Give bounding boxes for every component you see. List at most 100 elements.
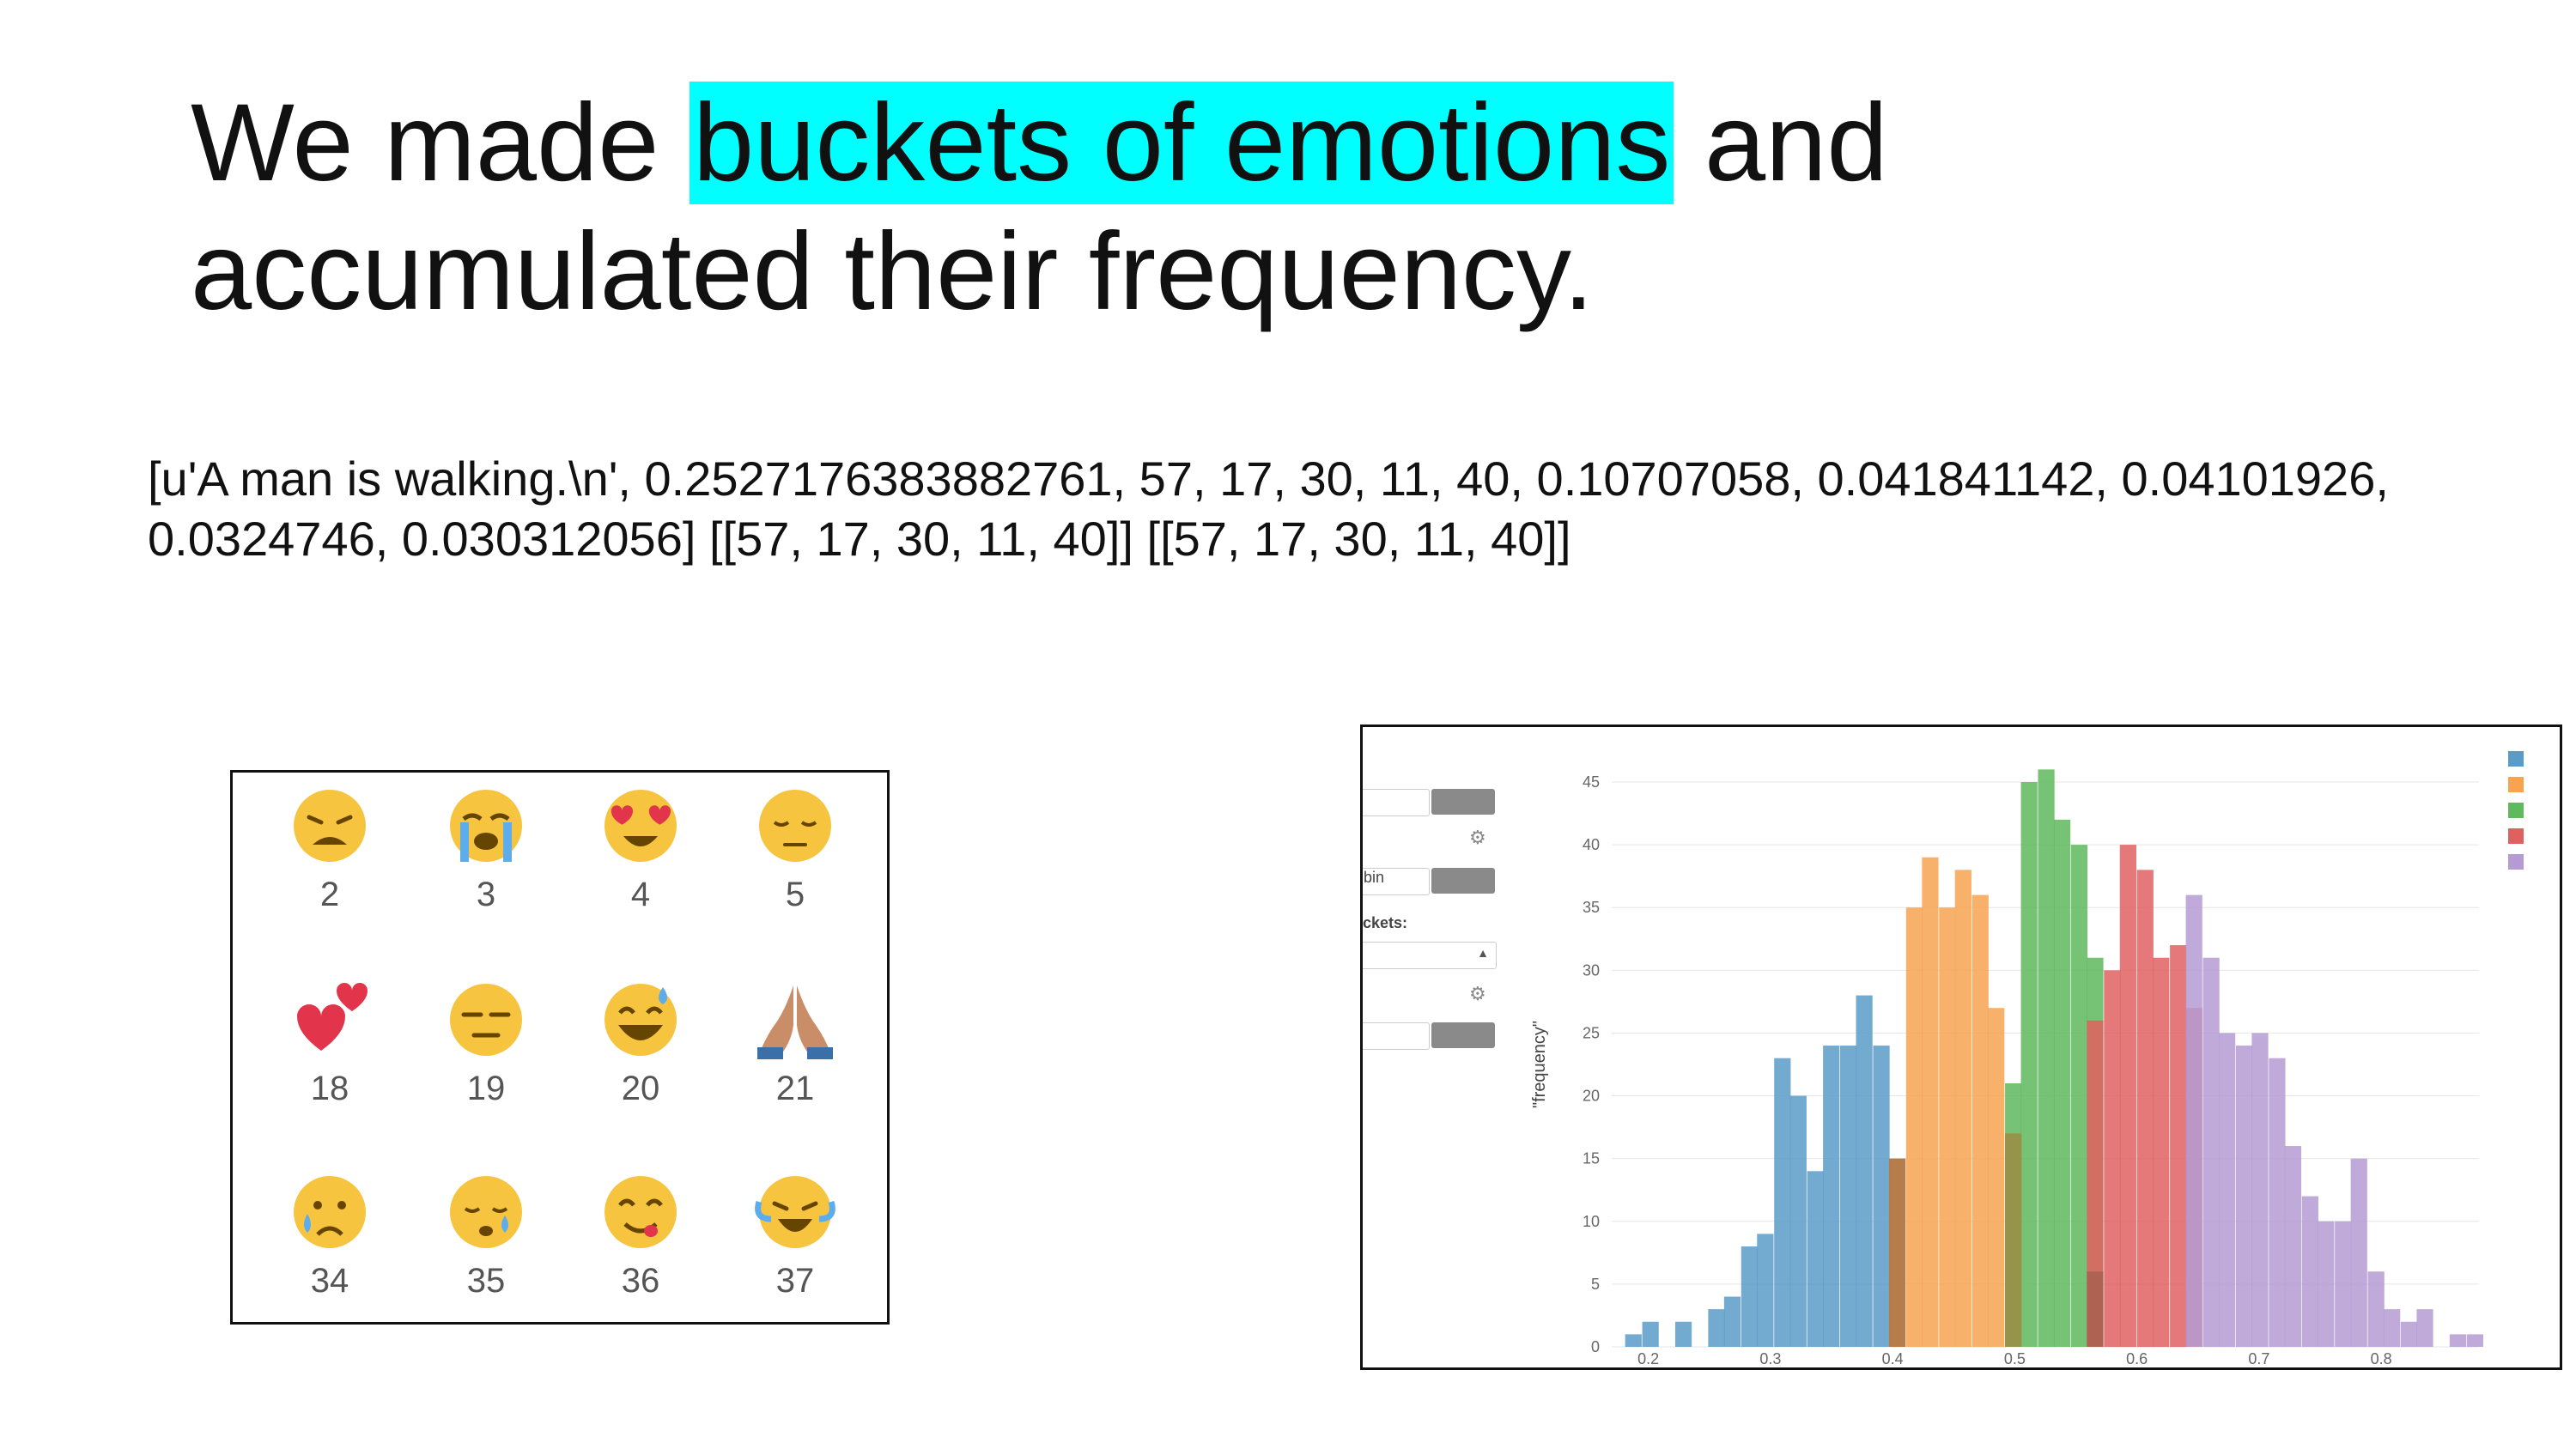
emoji-bucket-number: 5 <box>785 876 805 913</box>
emoji-bucket-18: 18 <box>274 979 386 1150</box>
emoji-bucket-number: 19 <box>466 1070 506 1107</box>
emoji-bucket-4: 4 <box>585 785 696 956</box>
histogram-bar <box>1873 1046 1890 1347</box>
histogram-chart: 0 5 10 15 20 25 30 35 40 45 0.2 0.3 0.4 0.5 0.6 0.7 0.8 "… <box>1530 751 2524 1367</box>
yum-face-icon <box>605 1176 677 1248</box>
grinning-sweat-face-icon <box>605 984 677 1056</box>
overlap-bar <box>2087 1271 2104 1347</box>
pensive-face-icon <box>759 790 831 862</box>
y-tick-label: 15 <box>1583 1150 1600 1167</box>
y-tick-label: 0 <box>1591 1338 1600 1355</box>
emoji-bucket-grid: 2 3 4 5 18 19 20 21 34 35 36 37 <box>230 770 890 1325</box>
y-axis-label: "frequency" <box>1530 1021 1549 1108</box>
x-tick-label: 0.6 <box>2126 1350 2148 1367</box>
chevron-up-icon: ▲ <box>1477 946 1489 960</box>
second-button[interactable] <box>1431 1022 1495 1048</box>
legend-swatch <box>2508 854 2524 870</box>
histogram-bar <box>2119 845 2136 1347</box>
emoji-bucket-number: 4 <box>630 876 651 913</box>
title-suffix: and <box>1674 82 1888 204</box>
emoji-bucket-number: 20 <box>621 1070 660 1107</box>
histogram-bar <box>2153 957 2170 1347</box>
legend-swatch <box>2508 751 2524 767</box>
emoji-bucket-34: 34 <box>274 1171 386 1343</box>
x-tick-label: 0.3 <box>1759 1350 1781 1367</box>
tears-of-joy-face-icon <box>755 1176 835 1248</box>
emoji-bucket-number: 35 <box>466 1262 506 1300</box>
emoji-bucket-2: 2 <box>274 785 386 956</box>
histogram-bar <box>2251 1033 2269 1347</box>
bins-button[interactable] <box>1431 789 1495 815</box>
bin-button[interactable] <box>1431 868 1495 894</box>
gear-icon-2[interactable]: ⚙ <box>1469 983 1486 1004</box>
legend-swatch <box>2508 777 2524 792</box>
histogram-bar <box>2087 1020 2104 1347</box>
y-tick-label: 35 <box>1583 899 1600 916</box>
histogram-bar <box>1741 1246 1758 1347</box>
title-prefix: We made <box>191 82 690 204</box>
x-tick-label: 0.4 <box>1882 1350 1904 1367</box>
histogram-bar <box>2416 1309 2433 1347</box>
emoji-bucket-number: 34 <box>310 1262 349 1300</box>
emoji-bucket-21: 21 <box>739 979 851 1150</box>
emoji-bucket-37: 37 <box>739 1171 851 1343</box>
histogram-bar <box>2053 819 2071 1347</box>
second-input[interactable] <box>1363 1022 1430 1050</box>
emoji-bucket-19: 19 <box>430 979 542 1150</box>
histogram-bar <box>2219 1033 2236 1347</box>
title-highlight: buckets of emotions <box>690 82 1674 204</box>
emoji-bucket-number: 21 <box>775 1070 815 1107</box>
emoji-bucket-number: 3 <box>476 876 496 913</box>
histogram-bar <box>2020 782 2038 1347</box>
y-tick-label: 45 <box>1583 773 1600 791</box>
loudly-crying-face-icon <box>450 790 522 862</box>
buckets-select[interactable]: ▲ <box>1363 942 1497 969</box>
y-tick-label: 20 <box>1583 1088 1600 1105</box>
histogram-bar <box>2269 1058 2286 1347</box>
emoji-bucket-35: 35 <box>430 1171 542 1343</box>
histogram-bar <box>2466 1334 2483 1347</box>
histogram-bar <box>2449 1334 2467 1347</box>
histogram-bar <box>2318 1221 2335 1347</box>
x-tick-label: 0.2 <box>1637 1350 1659 1367</box>
histogram-bar <box>1922 857 1939 1347</box>
histogram-bar <box>1840 1046 1857 1347</box>
emoji-bucket-number: 18 <box>310 1070 349 1107</box>
two-hearts-icon <box>297 983 368 1051</box>
emoji-bucket-20: 20 <box>585 979 696 1150</box>
bin-field[interactable]: bin <box>1363 868 1430 895</box>
x-tick-label: 0.7 <box>2248 1350 2269 1367</box>
weary-face-icon <box>294 790 366 862</box>
histogram-bar <box>2301 1196 2318 1347</box>
emoji-bucket-36: 36 <box>585 1171 696 1343</box>
histogram-panel: ⚙ bin ckets: ▲ ⚙ 0 5 10 15 20 25 30 35 40 45 0.2 0.… <box>1360 724 2562 1370</box>
emoji-bucket-3: 3 <box>430 785 542 956</box>
histogram-bar <box>2170 945 2187 1347</box>
histogram-bar <box>1807 1171 1824 1347</box>
buckets-label: ckets: <box>1363 914 1408 931</box>
overlap-bar <box>2005 1133 2022 1347</box>
histogram-bar <box>2104 970 2121 1347</box>
histogram-bar <box>1642 1321 1659 1347</box>
emoji-bucket-number: 37 <box>775 1262 815 1300</box>
histogram-bar <box>2400 1321 2418 1347</box>
histogram-bar <box>1757 1234 1774 1347</box>
crying-face-icon <box>294 1176 366 1248</box>
histogram-bar <box>1774 1058 1791 1347</box>
histogram-bar <box>2350 1158 2367 1347</box>
y-tick-label: 5 <box>1591 1276 1600 1293</box>
histogram-bar <box>2367 1271 2385 1347</box>
gear-icon[interactable]: ⚙ <box>1469 827 1486 848</box>
histogram-bar <box>2235 1046 2253 1347</box>
bins-input[interactable] <box>1363 789 1430 816</box>
sample-output-line2: 0.0324746, 0.030312056] [[57, 17, 30, 11… <box>148 512 1571 566</box>
title-line2: accumulated their frequency. <box>191 210 1595 333</box>
x-tick-label: 0.5 <box>2004 1350 2026 1367</box>
legend-swatch <box>2508 803 2524 818</box>
y-tick-label: 25 <box>1583 1024 1600 1041</box>
histogram-bar <box>1708 1309 1725 1347</box>
y-tick-label: 40 <box>1583 836 1600 853</box>
histogram-bar <box>1954 870 1971 1347</box>
histogram-bar <box>2136 870 2154 1347</box>
heart-eyes-face-icon <box>605 790 677 862</box>
